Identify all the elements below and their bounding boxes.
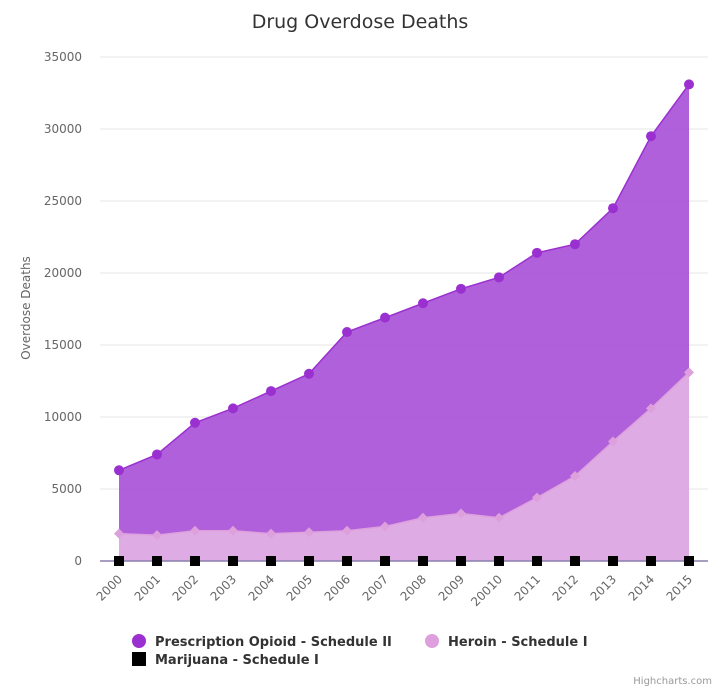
legend-label: Prescription Opioid - Schedule II — [155, 635, 392, 650]
data-point[interactable] — [608, 436, 618, 447]
data-point[interactable] — [532, 247, 542, 258]
data-point[interactable] — [342, 525, 352, 536]
x-tick-label: 2014 — [626, 572, 657, 603]
area-0 — [119, 84, 689, 562]
legend-item[interactable]: Heroin - Schedule I — [425, 634, 588, 650]
legend-symbol — [425, 634, 439, 648]
y-tick-label: 15000 — [44, 338, 82, 352]
y-axis-label: Overdose Deaths — [19, 256, 33, 360]
y-tick-label: 20000 — [44, 266, 82, 280]
data-point[interactable] — [266, 556, 276, 566]
legend: Prescription Opioid - Schedule II Heroin … — [132, 634, 588, 668]
series-areas — [119, 84, 689, 562]
data-point[interactable] — [228, 556, 238, 566]
data-point[interactable] — [494, 512, 504, 523]
legend-symbol — [132, 634, 146, 648]
x-tick-label: 2008 — [398, 572, 429, 603]
data-point[interactable] — [570, 471, 580, 482]
data-point[interactable] — [114, 556, 124, 566]
x-tick-label: 2006 — [322, 572, 353, 603]
y-tick-label: 10000 — [44, 410, 82, 424]
x-tick-label: 2004 — [246, 572, 277, 603]
data-point[interactable] — [152, 556, 162, 566]
data-point[interactable] — [152, 449, 162, 460]
data-point[interactable] — [418, 298, 428, 309]
data-point[interactable] — [684, 556, 694, 566]
x-tick-label: 2002 — [170, 572, 201, 603]
series-line-1 — [118, 371, 690, 536]
data-point[interactable] — [456, 556, 466, 566]
area-1 — [119, 372, 689, 561]
data-point[interactable] — [418, 556, 428, 566]
data-point[interactable] — [190, 417, 200, 428]
legend-item[interactable]: Marijuana - Schedule I — [132, 652, 319, 668]
x-tick-label: 20010 — [468, 572, 505, 609]
data-point[interactable] — [190, 525, 200, 536]
data-point[interactable] — [304, 527, 314, 538]
series-line-0 — [118, 83, 690, 471]
series-markers — [114, 79, 694, 566]
data-point[interactable] — [494, 272, 504, 283]
legend-label: Marijuana - Schedule I — [155, 653, 319, 668]
data-point[interactable] — [532, 556, 542, 566]
x-tick-label: 2007 — [360, 572, 391, 603]
y-tick-label: 25000 — [44, 194, 82, 208]
data-point[interactable] — [152, 530, 162, 541]
x-tick-label: 2003 — [208, 572, 239, 603]
data-point[interactable] — [380, 312, 390, 323]
data-point[interactable] — [304, 368, 314, 379]
data-point[interactable] — [646, 556, 656, 566]
data-point[interactable] — [266, 528, 276, 539]
data-point[interactable] — [380, 521, 390, 532]
data-point[interactable] — [646, 131, 656, 142]
data-point[interactable] — [342, 556, 352, 566]
data-point[interactable] — [418, 512, 428, 523]
data-point[interactable] — [646, 403, 656, 414]
x-tick-label: 2013 — [588, 572, 619, 603]
data-point[interactable] — [608, 203, 618, 214]
data-point[interactable] — [608, 556, 618, 566]
legend-item[interactable]: Prescription Opioid - Schedule II — [132, 634, 392, 650]
x-tick-label: 2005 — [284, 572, 315, 603]
series-lines — [118, 83, 690, 536]
x-tick-label: 2012 — [550, 572, 581, 603]
data-point[interactable] — [114, 465, 124, 476]
x-tick-label: 2009 — [436, 572, 467, 603]
x-tick-label: 2001 — [132, 572, 163, 603]
data-point[interactable] — [304, 556, 314, 566]
x-tick-label: 2015 — [664, 572, 695, 603]
data-point[interactable] — [570, 239, 580, 250]
x-axis-ticks: 2000 2001 2002 2003 2004 2005 2006 2007 2008 2009… — [94, 572, 695, 609]
data-point[interactable] — [266, 386, 276, 397]
data-point[interactable] — [684, 79, 694, 90]
x-tick-label: 2011 — [512, 572, 543, 603]
data-point[interactable] — [342, 327, 352, 338]
data-point[interactable] — [684, 367, 694, 378]
legend-symbol — [132, 652, 146, 666]
data-point[interactable] — [114, 528, 124, 539]
y-tick-label: 5000 — [51, 482, 82, 496]
y-tick-label: 0 — [74, 554, 82, 568]
y-tick-label: 35000 — [44, 50, 82, 64]
y-axis-ticks: 0 5000 10000 15000 20000 25000 30000 35000 — [44, 50, 82, 568]
credits-link[interactable]: Highcharts.com — [633, 676, 712, 687]
data-point[interactable] — [570, 556, 580, 566]
data-point[interactable] — [532, 492, 542, 503]
data-point[interactable] — [456, 283, 466, 294]
x-tick-label: 2000 — [94, 572, 125, 603]
data-point[interactable] — [456, 508, 466, 519]
data-point[interactable] — [494, 556, 504, 566]
legend-label: Heroin - Schedule I — [448, 635, 588, 650]
data-point[interactable] — [228, 525, 238, 536]
data-point[interactable] — [380, 556, 390, 566]
y-tick-label: 30000 — [44, 122, 82, 136]
data-point[interactable] — [228, 403, 238, 414]
chart-title: Drug Overdose Deaths — [252, 11, 469, 33]
data-point[interactable] — [190, 556, 200, 566]
